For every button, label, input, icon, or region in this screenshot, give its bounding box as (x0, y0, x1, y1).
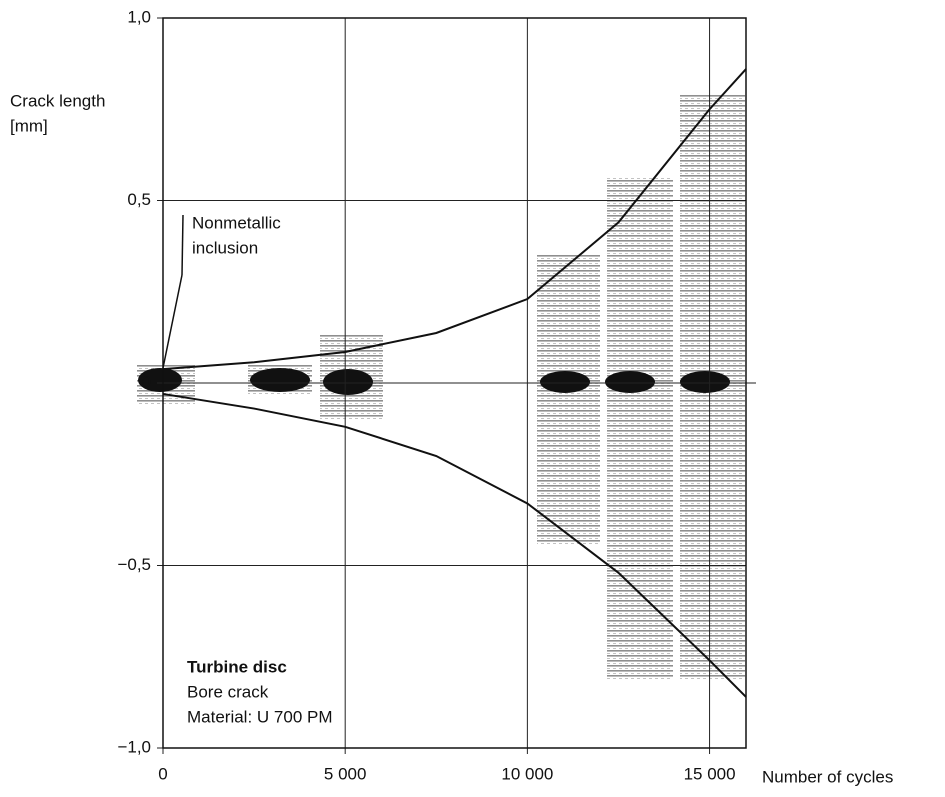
x-tick-label: 15 000 (684, 764, 736, 783)
x-tick-label: 0 (158, 764, 167, 783)
crack-curve (162, 68, 747, 371)
y-tick-label: 0,5 (127, 190, 151, 209)
y-tick-label: 1,0 (127, 7, 151, 26)
y-axis-label: Crack length (10, 91, 105, 110)
info-line: Material: U 700 PM (187, 707, 333, 726)
crack-curve (162, 392, 747, 698)
y-axis-label: [mm] (10, 116, 48, 135)
info-line: Bore crack (187, 682, 269, 701)
x-tick-label: 5 000 (324, 764, 367, 783)
x-axis-label: Number of cycles (762, 767, 893, 786)
annotation-leader (162, 274, 183, 369)
y-tick-label: −1,0 (117, 737, 151, 756)
info-title: Turbine disc (187, 657, 287, 676)
annotation: inclusion (192, 238, 258, 257)
y-tick-label: 0 (142, 372, 151, 391)
plot-frame (162, 17, 747, 749)
scan-images (137, 95, 745, 680)
scan-core (138, 368, 730, 395)
annotation: Nonmetallic (192, 213, 281, 232)
y-tick-label: −0,5 (117, 555, 151, 574)
x-tick-label: 10 000 (501, 764, 553, 783)
annotation-leader (181, 214, 184, 276)
